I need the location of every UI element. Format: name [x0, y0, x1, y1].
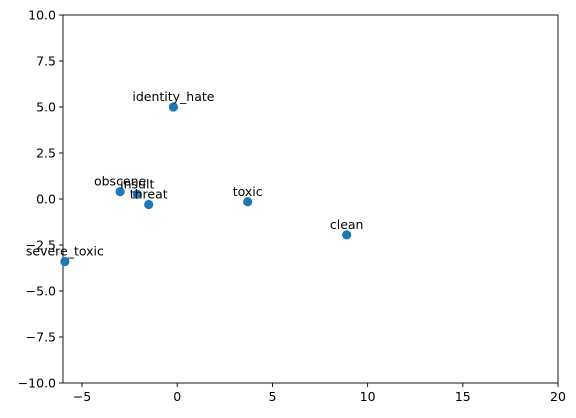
- y-tick-label: 10.0: [28, 8, 56, 23]
- data-point-clean: [342, 230, 352, 240]
- point-label-threat: threat: [130, 187, 168, 202]
- point-label-clean: clean: [330, 217, 364, 232]
- x-tick-label: 15: [455, 389, 471, 404]
- data-point-insult: [132, 189, 142, 199]
- x-tick-label: 10: [360, 389, 376, 404]
- y-tick-label: 0.0: [36, 192, 56, 207]
- y-tick-label: −7.5: [26, 330, 56, 345]
- point-label-toxic: toxic: [233, 184, 263, 199]
- data-point-toxic: [243, 197, 253, 207]
- y-tick-label: −2.5: [26, 238, 56, 253]
- y-tick-label: −10.0: [18, 376, 56, 391]
- data-point-identity-hate: [168, 102, 179, 112]
- y-axis-ticks: −10.0 −7.5 −5.0 −2.5 0.0 2.5 5.0 7.5 10.0: [18, 8, 63, 391]
- x-tick-label: 20: [550, 389, 566, 404]
- data-point-obscene: [115, 187, 125, 197]
- x-tick-label: 5: [268, 389, 276, 404]
- y-tick-label: 7.5: [36, 54, 56, 69]
- point-label-identity-hate: identity_hate: [132, 89, 214, 104]
- y-tick-label: −5.0: [26, 284, 56, 299]
- point-label-obscene: obscene: [94, 174, 147, 189]
- point-label-insult: insult: [120, 176, 154, 191]
- y-tick-label: 5.0: [36, 100, 56, 115]
- x-axis-ticks: −5 0 5 10 15 20: [73, 383, 566, 404]
- point-label-severe-toxic: severe_toxic: [26, 244, 104, 259]
- data-point-severe-toxic: [60, 256, 70, 267]
- x-tick-label: 0: [173, 389, 181, 404]
- data-point-threat: [144, 199, 154, 210]
- y-tick-label: 2.5: [36, 146, 56, 161]
- x-tick-label: −5: [73, 389, 91, 404]
- data-points: [60, 102, 352, 267]
